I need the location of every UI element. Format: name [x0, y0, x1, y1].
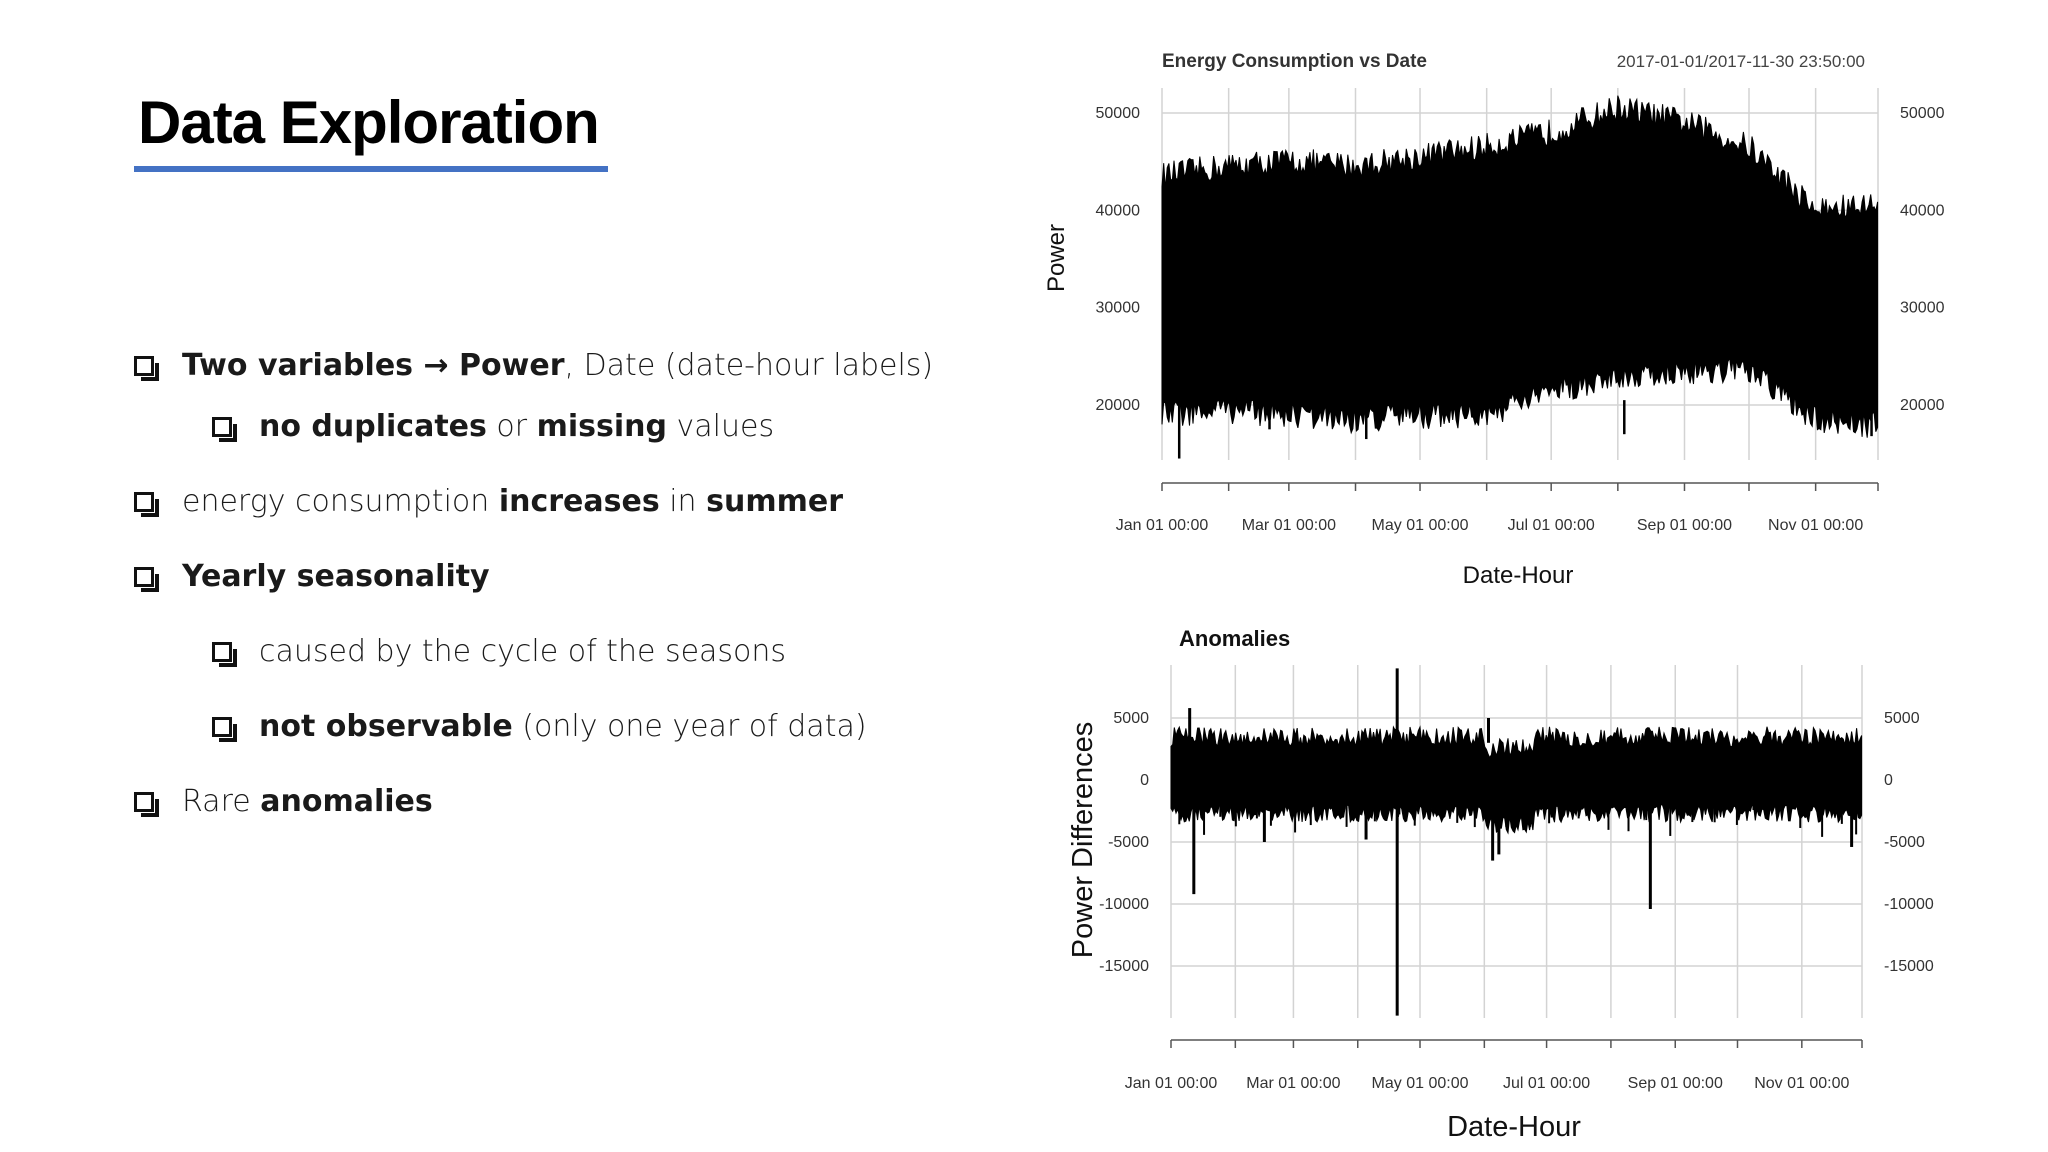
bullet-plain-text: or [486, 409, 537, 444]
y-tick-label-right: 30000 [1900, 300, 1945, 317]
checkbox-bullet-icon [134, 792, 159, 817]
x-tick-label: Sep 01 00:00 [1637, 517, 1732, 534]
bullet-text: Yearly seasonality [182, 559, 490, 594]
chart-date-range: 2017-01-01/2017-11-30 23:50:00 [1617, 52, 1865, 71]
bullet-plain-text: , Date (date-hour labels) [564, 348, 934, 383]
title-underline [134, 166, 608, 172]
bullet-bold-text: summer [706, 484, 843, 519]
bullet-plain-text: (only one year of data) [512, 709, 867, 744]
x-tick-label: Nov 01 00:00 [1754, 1075, 1849, 1092]
anomalies-chart: -15000 -15000 -10000 -10000 -5000 -5000 0 0 5000… [1067, 626, 1934, 1143]
y-tick-label-left: -15000 [1099, 958, 1149, 975]
checkbox-bullet-icon [212, 717, 237, 742]
bullet-bold-text: no duplicates [259, 409, 487, 444]
x-tick-label: Jul 01 00:00 [1508, 517, 1595, 534]
bullet-plain-text: in [659, 484, 707, 519]
bullet-text: no duplicates or missing values [259, 409, 774, 444]
x-tick-label: May 01 00:00 [1372, 517, 1469, 534]
bullet-bold-text: Yearly seasonality [182, 559, 490, 594]
chart-title: Energy Consumption vs Date [1162, 51, 1427, 72]
y-tick-label-right: 50000 [1900, 105, 1945, 122]
chart-title: Anomalies [1179, 626, 1290, 651]
checkbox-bullet-icon [134, 492, 159, 517]
checkbox-bullet-icon [212, 642, 237, 667]
bullet-text: Two variables → Power, Date (date-hour l… [182, 348, 933, 383]
bullet-bold-text: not observable [259, 709, 513, 744]
x-tick-label: Jan 01 00:00 [1125, 1075, 1218, 1092]
y-tick-label-left: 50000 [1096, 105, 1141, 122]
x-tick-label: Nov 01 00:00 [1768, 517, 1863, 534]
differences-series-band [1170, 725, 1863, 835]
y-tick-label-left: 40000 [1096, 202, 1141, 219]
bullet-text: caused by the cycle of the seasons [259, 634, 786, 669]
slide-title: Data Exploration [138, 89, 600, 156]
bullet-bold-text: anomalies [260, 784, 433, 819]
bullet-bold-text: increases [498, 484, 660, 519]
bullet-plain-text: values [667, 409, 775, 444]
bullet-text: not observable (only one year of data) [259, 709, 867, 744]
checkbox-bullet-icon [134, 567, 159, 592]
x-axis-title: Date-Hour [1463, 562, 1574, 589]
y-axis-title: Power [1043, 224, 1070, 292]
x-tick-label: Mar 01 00:00 [1246, 1075, 1340, 1092]
bullet-plain-text: caused by the cycle of the seasons [259, 634, 787, 669]
checkbox-bullet-icon [134, 356, 159, 381]
energy-consumption-chart: 20000 20000 30000 30000 40000 40000 50000 50000… [1043, 51, 1945, 589]
y-tick-label-left: 5000 [1113, 710, 1149, 727]
y-tick-label-left: -5000 [1108, 834, 1149, 851]
power-series-band [1161, 95, 1879, 438]
x-tick-label: Jan 01 00:00 [1116, 517, 1209, 534]
bullet-plain-text: Rare [182, 784, 261, 819]
y-tick-label-right: 40000 [1900, 202, 1945, 219]
y-tick-label-left: -10000 [1099, 896, 1149, 913]
x-tick-label: Sep 01 00:00 [1628, 1075, 1723, 1092]
y-axis-title: Power Differences [1067, 722, 1099, 958]
y-tick-label-right: -15000 [1884, 958, 1934, 975]
y-tick-label-right: 0 [1884, 772, 1893, 789]
y-tick-label-right: 5000 [1884, 710, 1920, 727]
bullet-text: energy consumption increases in summer [182, 484, 843, 519]
bullet-bold-text: Two variables → Power [182, 348, 565, 383]
bullet-bold-text: missing [536, 409, 667, 444]
y-tick-label-left: 20000 [1096, 397, 1141, 414]
y-tick-label-right: -5000 [1884, 834, 1925, 851]
y-tick-label-right: 20000 [1900, 397, 1945, 414]
x-tick-label: Jul 01 00:00 [1503, 1075, 1590, 1092]
y-tick-label-left: 30000 [1096, 300, 1141, 317]
bullet-text: Rare anomalies [182, 784, 433, 819]
bullet-plain-text: energy consumption [182, 484, 499, 519]
y-tick-label-right: -10000 [1884, 896, 1934, 913]
x-tick-label: Mar 01 00:00 [1242, 517, 1336, 534]
checkbox-bullet-icon [212, 417, 237, 442]
x-tick-label: May 01 00:00 [1372, 1075, 1469, 1092]
y-tick-label-left: 0 [1140, 772, 1149, 789]
x-axis-title: Date-Hour [1447, 1111, 1581, 1143]
